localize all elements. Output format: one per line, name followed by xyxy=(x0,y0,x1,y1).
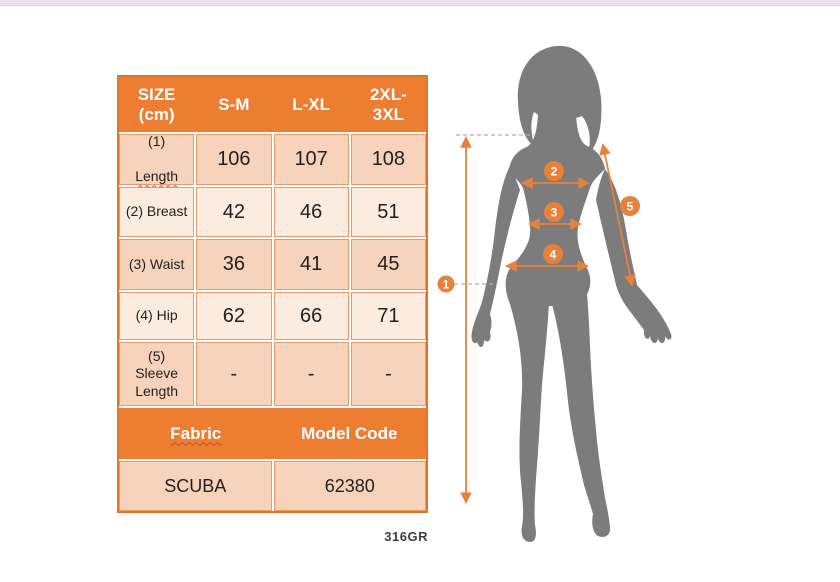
row-label-sleeve-length: (5) Sleeve Length xyxy=(119,342,195,406)
top-strip xyxy=(0,0,840,6)
marker-1-circle xyxy=(437,275,455,293)
silhouette-left-leg xyxy=(506,276,549,542)
fabric-header-label: Fabric xyxy=(170,423,222,443)
marker-1: 1 xyxy=(437,275,455,293)
cell-hip-l-xl: 66 xyxy=(273,292,349,340)
cell-sleeve-2xl-3xl: - xyxy=(350,342,426,406)
female-silhouette xyxy=(471,45,672,542)
row-label-hip: (4) Hip xyxy=(119,292,195,340)
marker-3: 3 xyxy=(544,202,564,222)
cell-length-2xl-3xl: 108 xyxy=(350,134,426,185)
cell-sleeve-l-xl: - xyxy=(273,342,349,406)
marker-2-circle xyxy=(544,161,564,181)
row-label-breast: (2) Breast xyxy=(119,187,195,237)
cell-hip-s-m: 62 xyxy=(196,292,272,340)
col-header-l-xl: L-XL xyxy=(292,94,331,114)
cell-waist-s-m: 36 xyxy=(196,239,272,290)
marker-5-number: 5 xyxy=(627,200,634,214)
cell-length-s-m: 106 xyxy=(196,134,272,185)
marker-5-circle xyxy=(620,196,640,216)
model-ref-note: 316GR xyxy=(384,529,428,544)
fabric-value: SCUBA xyxy=(119,461,272,511)
silhouette-left-arm xyxy=(471,164,520,348)
row-label-length: (1) Length xyxy=(119,133,195,185)
marker-5: 5 xyxy=(620,196,640,216)
marker-4-circle xyxy=(543,244,563,264)
row-label-length-num: (1) xyxy=(148,133,166,150)
size-table: SIZE (cm) S-M L-XL 2XL- 3XL (1) Length 1… xyxy=(117,75,428,513)
marker-1-number: 1 xyxy=(443,278,450,292)
cell-hip-2xl-3xl: 71 xyxy=(350,292,426,340)
marker-4-number: 4 xyxy=(550,248,557,262)
cell-breast-l-xl: 46 xyxy=(273,187,349,237)
model-code-value: 62380 xyxy=(273,461,426,511)
sleeve-arrow xyxy=(599,143,636,287)
marker-4: 4 xyxy=(543,244,563,264)
silhouette-right-leg xyxy=(552,284,611,537)
marker-3-circle xyxy=(544,202,564,222)
col-header-s-m: S-M xyxy=(218,94,250,114)
cell-breast-2xl-3xl: 51 xyxy=(350,187,426,237)
measurement-diagram: 1 2 3 4 5 xyxy=(437,45,672,542)
col-header-2xl-3xl: 2XL- 3XL xyxy=(369,84,407,124)
table-header-row: SIZE (cm) S-M L-XL 2XL- 3XL xyxy=(119,77,426,132)
cell-sleeve-s-m: - xyxy=(196,342,272,406)
row-label-waist: (3) Waist xyxy=(119,239,195,290)
col-header-size: SIZE (cm) xyxy=(137,84,176,124)
model-code-header-label: Model Code xyxy=(301,423,398,443)
marker-2: 2 xyxy=(544,161,564,181)
row-label-length-name: Length xyxy=(135,168,179,185)
marker-3-number: 3 xyxy=(551,206,558,220)
fabric-header-row: Fabric Model Code xyxy=(119,408,426,459)
silhouette-hair xyxy=(517,45,602,156)
silhouette-right-arm xyxy=(596,169,672,344)
cell-waist-2xl-3xl: 45 xyxy=(350,239,426,290)
cell-waist-l-xl: 41 xyxy=(273,239,349,290)
cell-length-l-xl: 107 xyxy=(273,134,349,185)
cell-breast-s-m: 42 xyxy=(196,187,272,237)
marker-2-number: 2 xyxy=(551,165,558,179)
